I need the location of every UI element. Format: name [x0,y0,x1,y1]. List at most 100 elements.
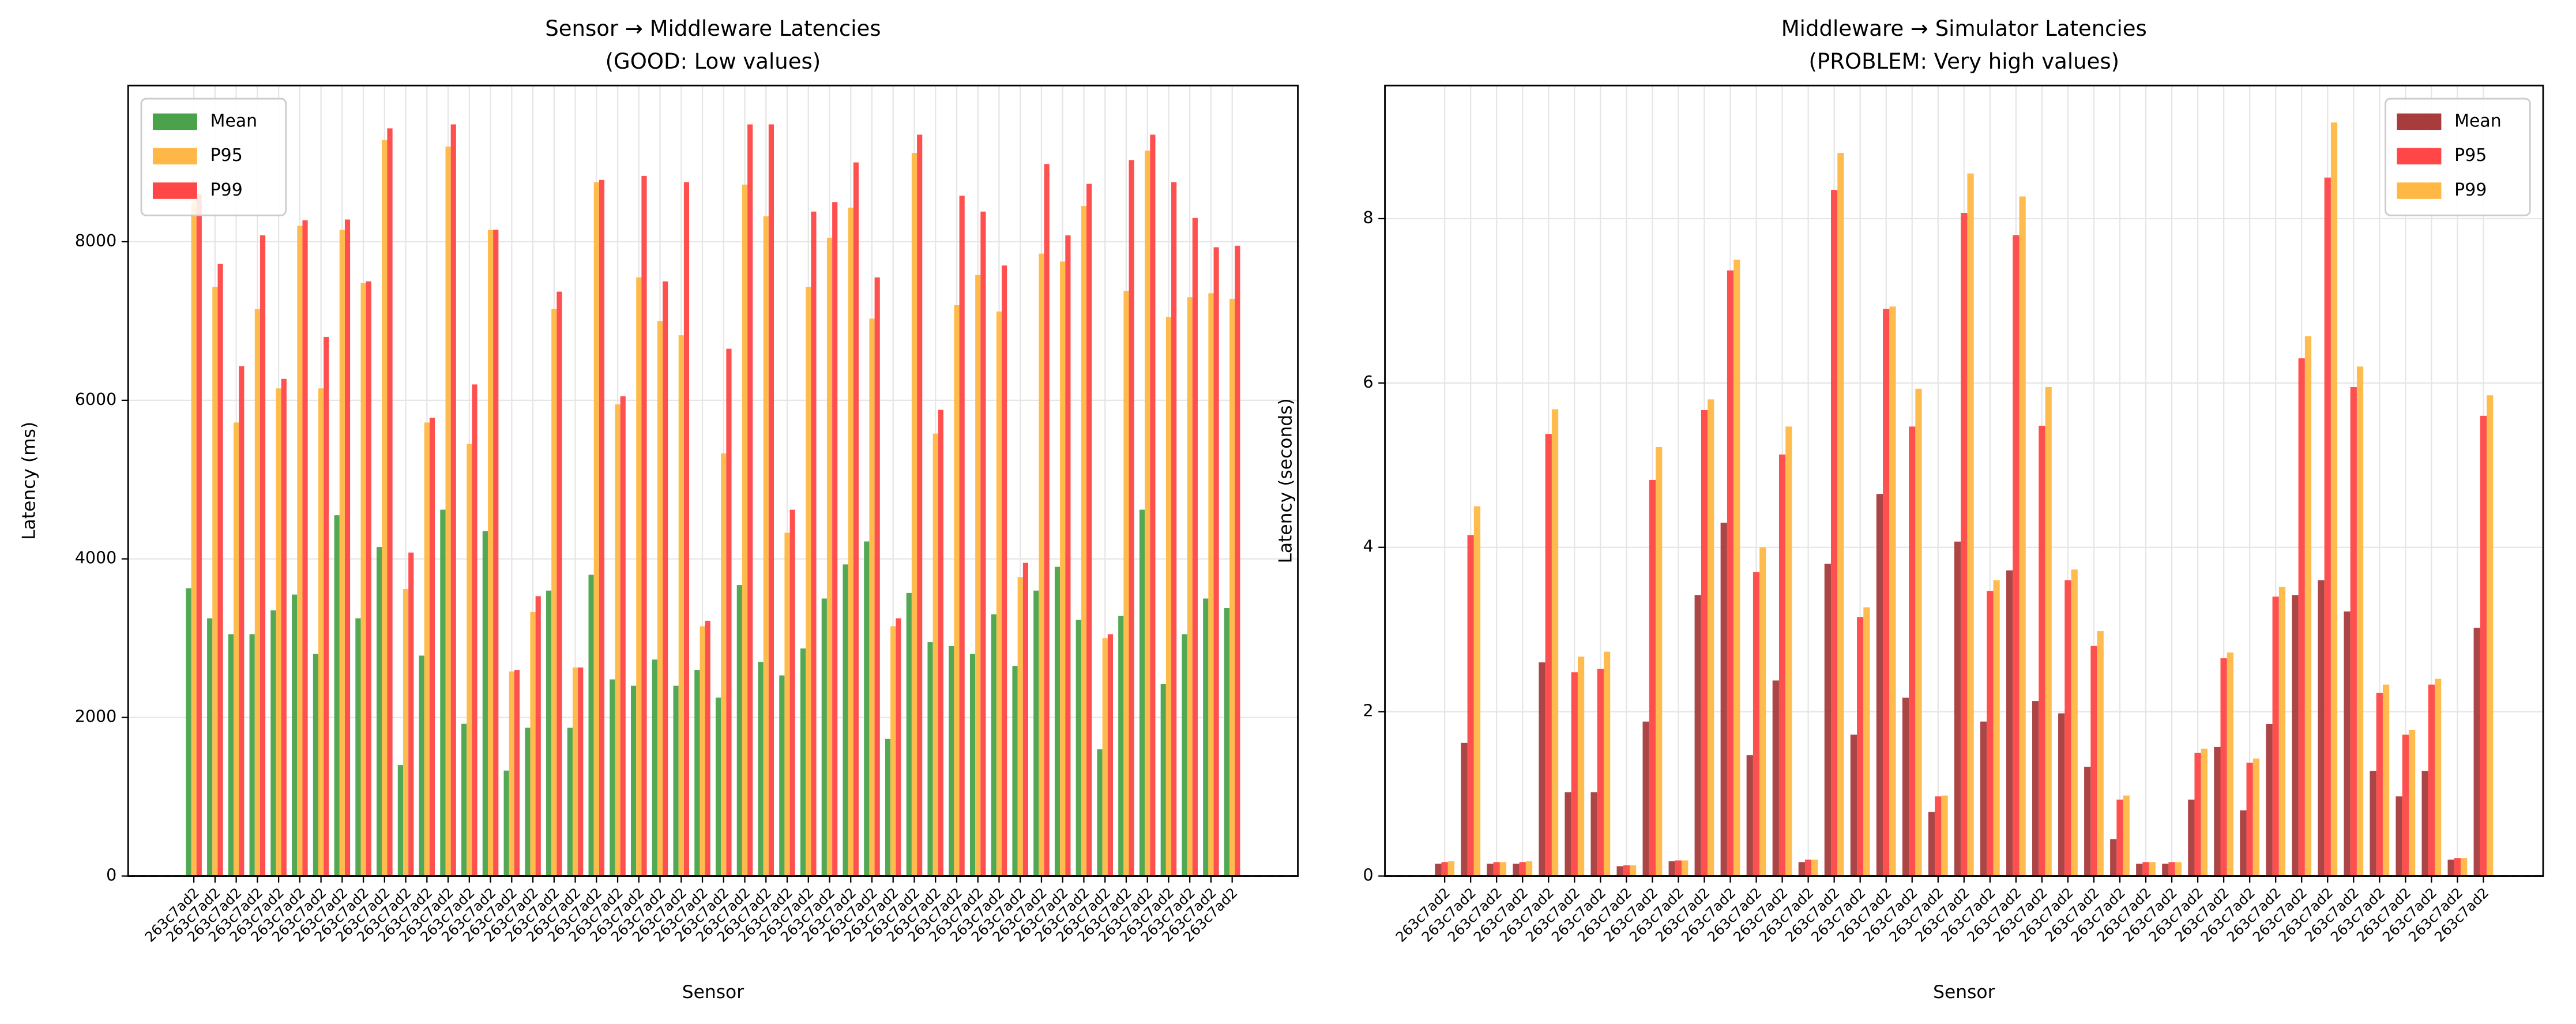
bar [429,418,435,876]
bar [487,230,494,876]
y-tick-label: 2000 [75,707,116,726]
bar [938,410,944,876]
bar [2382,684,2390,876]
bar [419,655,424,876]
bar [1708,399,1714,876]
bar [593,182,599,876]
legend: Mean P95 P99 [140,97,287,216]
bar [1551,409,1559,876]
legend-swatch [152,182,197,199]
bar [207,618,213,876]
bar [2480,415,2487,876]
bar [377,547,382,876]
bar [1603,651,1611,876]
bar [1961,213,1968,876]
bar [2006,570,2013,876]
bar [1499,862,1507,876]
bar [1182,634,1187,876]
bar [2447,860,2454,876]
bar [843,564,848,876]
axes-frame [127,84,1299,877]
bar [2136,864,2143,876]
chart-subtitle: (PROBLEM: Very high values) [1808,49,2119,74]
legend-swatch [2397,148,2442,164]
bar [1746,755,1753,876]
bar [906,592,912,876]
bar [1160,684,1166,876]
bar [673,685,679,876]
bar [1165,317,1172,876]
y-tick-label: 4000 [75,549,116,568]
bar [2110,839,2117,876]
bar [228,634,234,876]
bar [1545,434,1552,876]
bar [302,220,308,876]
bar [1804,860,1812,876]
bar [615,404,621,876]
bar [2454,858,2461,876]
bar [578,667,584,876]
bar [1525,861,1533,876]
bar [806,287,811,876]
bar [281,378,287,876]
bar [270,610,276,876]
bar [2252,758,2260,876]
bar [1571,672,1578,876]
bar [339,230,345,876]
bar [1139,509,1145,876]
bar [1909,426,1916,876]
bar [2162,864,2169,876]
bar [736,585,742,876]
bar [2168,862,2175,876]
bar [1694,595,1701,876]
bar [2246,762,2253,876]
bar [779,675,785,876]
bar [2240,810,2247,876]
bar [821,598,827,876]
bar [911,153,917,876]
bar [1017,577,1023,876]
bar [1753,572,1760,876]
bar [890,626,896,876]
bar [1863,607,1870,876]
bar [1441,862,1448,876]
bar [2039,425,2045,876]
bar [1590,792,1597,876]
bar [864,541,870,876]
legend-swatch [152,113,197,130]
bar [1656,447,1663,876]
bar [2071,569,2078,876]
bar [2435,678,2442,876]
bar [932,433,938,876]
axes-frame [1384,84,2544,877]
bar [848,207,853,876]
bar [1967,173,1974,876]
bar [397,765,403,876]
bar [2058,713,2065,876]
bar [2473,628,2480,876]
bar [254,309,260,876]
bar [2084,767,2091,876]
bar [344,219,351,876]
bar [683,182,690,876]
bar [1123,291,1129,876]
bar [1513,864,1520,876]
bar [1811,860,1818,876]
bar [996,311,1002,876]
bar [1129,160,1134,876]
bar [2298,358,2305,876]
bar [705,620,710,876]
y-tick-label: 8 [1363,208,1374,227]
bar [2064,580,2071,876]
y-tick-label: 2 [1363,702,1374,721]
bar [514,670,520,876]
bar [567,727,573,876]
bar [2356,366,2364,876]
bar [1187,297,1193,876]
y-axis-label: Latency (seconds) [1276,398,1296,563]
bar [424,422,430,876]
bar [403,588,409,876]
bar [196,194,202,876]
bar [1928,812,1935,876]
bar [1733,260,1740,876]
